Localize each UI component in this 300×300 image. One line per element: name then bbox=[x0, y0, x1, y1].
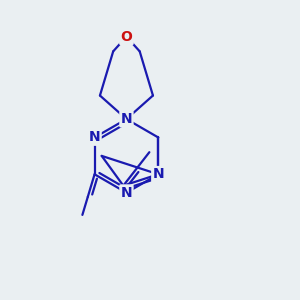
Text: N: N bbox=[121, 112, 132, 126]
Text: N: N bbox=[152, 167, 164, 181]
Text: N: N bbox=[89, 130, 100, 145]
Text: N: N bbox=[121, 186, 132, 200]
Text: O: O bbox=[121, 30, 132, 44]
